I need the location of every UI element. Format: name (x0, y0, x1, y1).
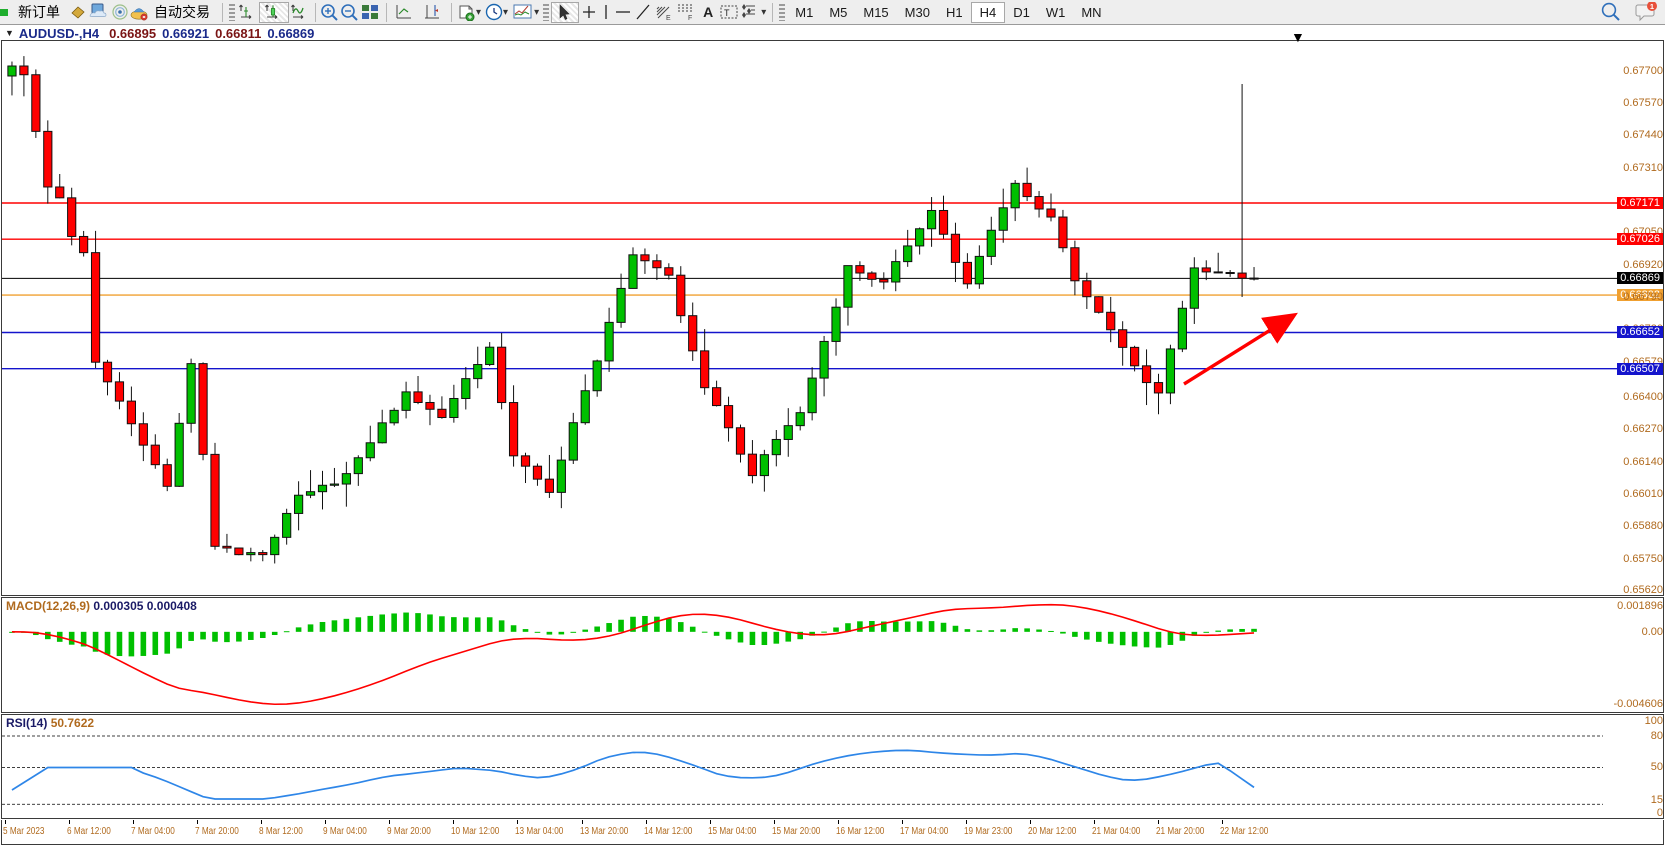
svg-text:T: T (724, 8, 730, 18)
svg-text:1: 1 (1650, 2, 1654, 11)
svg-text:E: E (666, 15, 671, 21)
svg-text:F: F (688, 15, 692, 21)
